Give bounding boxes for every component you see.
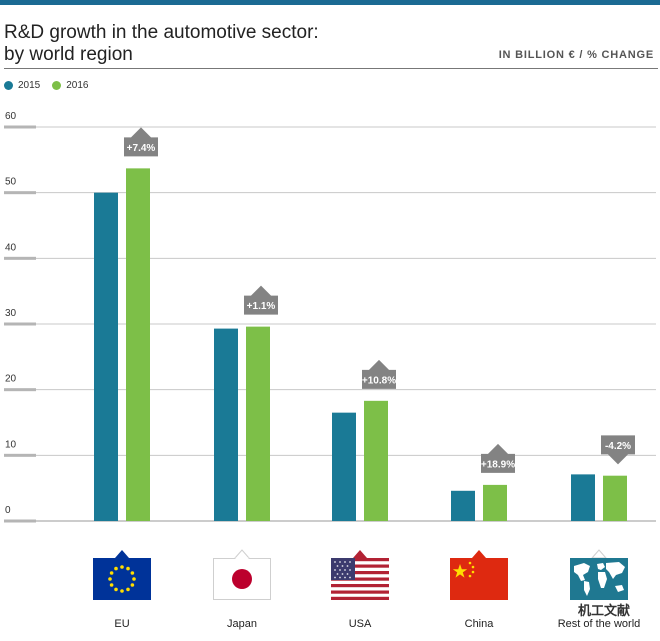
category-label-rest-of-world: Rest of the world xyxy=(557,618,641,630)
bar-2016 xyxy=(126,168,150,521)
legend: 2015 2016 xyxy=(4,80,101,91)
y-tick-label: 50 xyxy=(5,177,17,188)
bar-2016 xyxy=(364,400,388,521)
y-tick-mark xyxy=(4,388,36,392)
bar-2015 xyxy=(94,192,118,521)
y-tick-label: 30 xyxy=(5,308,17,319)
y-tick-mark xyxy=(4,125,36,129)
usa-flag-icon xyxy=(331,548,389,605)
world-map-icon xyxy=(570,548,628,605)
category-label-japan: Japan xyxy=(227,618,257,630)
bar-2016 xyxy=(483,484,507,521)
legend-label-2016: 2016 xyxy=(66,80,89,91)
change-badge xyxy=(124,127,158,157)
china-flag-icon xyxy=(450,548,508,605)
y-tick-mark xyxy=(4,453,36,457)
change-badge-label: -4.2% xyxy=(605,441,631,452)
bar-2016 xyxy=(246,326,270,521)
change-badge-label: +1.1% xyxy=(247,301,276,312)
chart-title: R&D growth in the automotive sector: by … xyxy=(4,22,319,66)
y-tick-mark xyxy=(4,519,36,523)
change-badge xyxy=(481,443,515,473)
eu-flag-icon xyxy=(93,548,151,605)
y-tick-mark xyxy=(4,256,36,260)
legend-item-2015: 2015 xyxy=(4,80,40,91)
y-tick-label: 40 xyxy=(5,242,17,253)
change-badge-label: +10.8% xyxy=(362,375,396,386)
header-divider xyxy=(4,68,658,69)
y-tick-label: 10 xyxy=(5,439,17,450)
change-badge-label: +7.4% xyxy=(127,143,156,154)
change-badge xyxy=(601,435,635,465)
japan-flag-icon xyxy=(213,548,271,605)
category-label-china: China xyxy=(464,618,494,630)
bar-2015 xyxy=(571,474,595,521)
legend-swatch-2015 xyxy=(4,81,13,90)
chart-title-line-1: R&D growth in the automotive sector: xyxy=(4,22,319,43)
category-label-eu: EU xyxy=(114,618,130,630)
bar-2015 xyxy=(451,490,475,521)
bar-2015 xyxy=(214,328,238,521)
change-badge-label: +18.9% xyxy=(481,459,515,470)
chart-title-line-2: by world region xyxy=(4,44,133,65)
category-label-usa: USA xyxy=(348,618,372,630)
y-tick-label: 20 xyxy=(5,374,17,385)
y-tick-mark xyxy=(4,322,36,326)
change-badge xyxy=(244,285,278,315)
legend-swatch-2016 xyxy=(52,81,62,90)
watermark-text: 机工文献 xyxy=(578,603,631,618)
legend-label-2015: 2015 xyxy=(18,80,41,91)
y-tick-mark xyxy=(4,191,36,195)
unit-label: IN BILLION € / % CHANGE xyxy=(498,49,654,61)
y-tick-label: 60 xyxy=(5,111,17,122)
y-tick-label: 0 xyxy=(5,505,11,516)
change-badge xyxy=(362,359,396,389)
top-accent-bar xyxy=(0,0,660,5)
legend-item-2016: 2016 xyxy=(52,80,89,91)
bar-2016 xyxy=(603,475,627,521)
bar-2015 xyxy=(332,412,356,521)
